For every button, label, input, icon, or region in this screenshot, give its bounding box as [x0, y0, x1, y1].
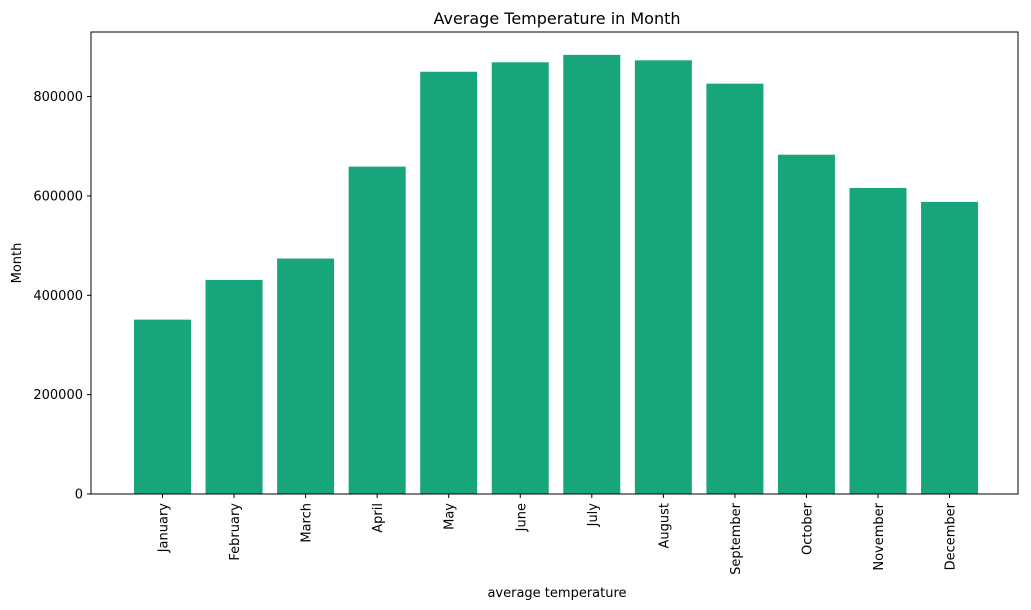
y-tick-label: 600000	[33, 189, 83, 204]
plot-frame	[90, 31, 1019, 495]
y-tick-label: 800000	[33, 90, 83, 105]
bar-april	[348, 166, 406, 495]
bars-group	[134, 54, 979, 495]
x-tick-label: May	[443, 503, 458, 530]
y-axis-ticks: 0 200000 400000 600000 800000	[33, 90, 91, 503]
x-tick-label: April	[371, 503, 386, 533]
x-tick-label: July	[586, 503, 601, 528]
x-tick-label: August	[657, 503, 672, 549]
bar-september	[706, 83, 764, 494]
x-tick-label: March	[300, 503, 315, 543]
x-axis-ticks: January February March April May June July Augu…	[157, 494, 959, 575]
bar-february	[205, 279, 263, 494]
bar-december	[921, 201, 979, 494]
x-tick-label: February	[228, 503, 243, 561]
bar-march	[277, 258, 335, 494]
y-axis-label: Month	[10, 243, 25, 284]
x-tick-label: December	[944, 502, 959, 570]
bar-august	[634, 60, 692, 494]
x-tick-label: January	[157, 503, 172, 554]
y-tick-label: 400000	[33, 289, 83, 304]
x-tick-label: October	[800, 502, 815, 555]
bar-october	[777, 154, 835, 494]
x-tick-label: June	[514, 503, 529, 532]
y-tick-label: 0	[75, 488, 83, 503]
bar-may	[420, 71, 478, 494]
chart-title: Average Temperature in Month	[433, 9, 680, 28]
x-tick-label: September	[729, 502, 744, 575]
bar-june	[491, 62, 549, 495]
x-tick-label: November	[872, 502, 887, 570]
bar-july	[563, 54, 621, 494]
y-tick-label: 200000	[33, 388, 83, 403]
bar-november	[849, 187, 907, 494]
bar-january	[134, 319, 191, 494]
x-axis-label: average temperature	[487, 586, 626, 601]
